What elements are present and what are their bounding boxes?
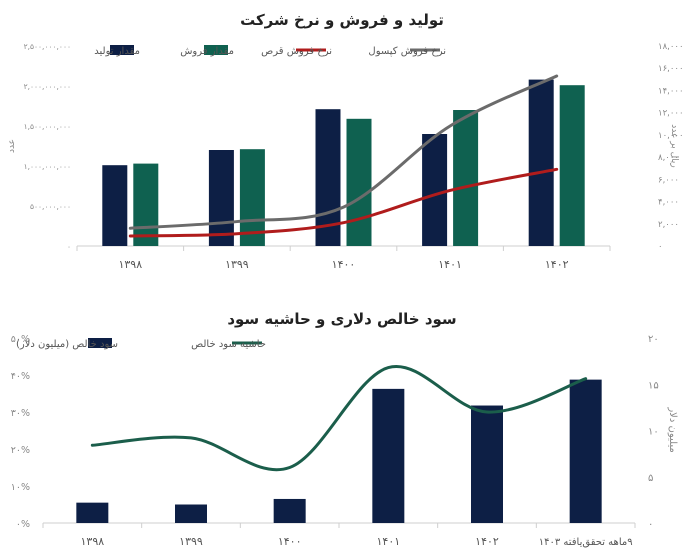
- y-right-tick-label: ۸,۰۰۰: [658, 153, 679, 163]
- x-tick-label: ۱۳۹۹: [225, 258, 249, 271]
- y-right-tick-label: ۴,۰۰۰: [658, 198, 679, 208]
- y-right-tick-label: ۵: [648, 473, 653, 484]
- x-tick-label: ۹ماهه تحقق‌یافته ۱۴۰۳: [539, 537, 633, 548]
- bar-net-profit: [372, 388, 405, 523]
- x-tick-label: ۱۴۰۰: [332, 258, 356, 271]
- y-right-tick-label: ۰: [658, 242, 663, 252]
- y-right-tick-label: ۲,۰۰۰: [658, 220, 679, 230]
- net-profit-margin-chart: سود خالص دلاری و حاشیه سود ۱۳۹۸ ۱۳۹۹ ۱۴۰۰ ۱۴…: [11, 310, 678, 548]
- y-right-tick-label: ۱۸,۰۰۰: [658, 42, 684, 52]
- bar-sales: [559, 85, 585, 246]
- y-left-tick-label: ۳۰%: [11, 408, 30, 419]
- chart-title: تولید و فروش و نرخ شرکت: [240, 11, 444, 29]
- legend-swatch: [88, 338, 112, 348]
- x-tick-label: ۱۳۹۸: [81, 535, 105, 548]
- y-left-tick-label: ۲۰%: [11, 445, 30, 456]
- y-left-tick-label: ۴۰%: [11, 371, 30, 382]
- bar-net-profit: [175, 504, 207, 523]
- bar-sales: [453, 110, 479, 246]
- y-left-tick-label: ۱,۰۰۰,۰۰۰,۰۰۰: [24, 162, 71, 171]
- legend-swatch: [110, 45, 134, 55]
- legend-label: نرخ فروش کپسول: [368, 46, 446, 57]
- production-sales-rate-chart: تولید و فروش و نرخ شرکت ۱۳۹۸ ۱۳۹۹ ۱۴۰۰ ۱۴۰۱ ۱…: [7, 11, 684, 271]
- y-right-axis-title: میلیون دلار: [667, 406, 678, 452]
- bar-net-profit: [273, 498, 306, 523]
- legend-label: سود خالص (میلیون دلار): [16, 339, 118, 350]
- bar-sales: [239, 149, 265, 246]
- y-left-tick-label: ۰: [67, 242, 71, 251]
- y-right-tick-label: ۱۴,۰۰۰: [658, 86, 684, 96]
- bar-net-profit: [569, 379, 602, 523]
- y-left-tick-label: ۵۰%: [11, 334, 30, 345]
- y-right-tick-label: ۰: [648, 519, 653, 530]
- bar-production: [102, 165, 128, 246]
- legend-label: حاشیه سود خالص: [191, 339, 266, 350]
- y-left-tick-label: ۰%: [16, 519, 30, 530]
- x-tick-label: ۱۴۰۲: [475, 535, 499, 548]
- y-left-tick-label: ۱۰%: [11, 482, 30, 493]
- y-left-tick-label: ۲,۰۰۰,۰۰۰,۰۰۰: [24, 82, 71, 91]
- x-tick-label: ۱۴۰۱: [377, 535, 401, 548]
- bar-production: [528, 79, 554, 246]
- y-right-tick-label: ۱۰: [648, 427, 659, 438]
- bar-sales: [346, 118, 372, 246]
- y-left-axis-title: عدد: [7, 139, 17, 153]
- y-left-tick-label: ۵۰۰,۰۰۰,۰۰۰: [30, 202, 71, 211]
- bar-net-profit: [76, 502, 109, 523]
- bar-production: [422, 134, 448, 246]
- legend-label: مقدار تولید: [94, 46, 140, 57]
- y-right-tick-label: ۱۰,۰۰۰: [658, 131, 684, 141]
- x-tick-label: ۱۳۹۹: [179, 535, 203, 548]
- y-left-tick-label: ۱,۵۰۰,۰۰۰,۰۰۰: [24, 122, 71, 131]
- x-tick-label: ۱۴۰۲: [545, 258, 569, 271]
- x-tick-label: ۱۴۰۰: [278, 535, 302, 548]
- bar-production: [208, 150, 234, 246]
- legend-label: نرخ فروش قرص: [261, 46, 332, 57]
- x-tick-label: ۱۴۰۱: [438, 258, 462, 271]
- y-right-tick-label: ۱۶,۰۰۰: [658, 64, 684, 74]
- line-tablet-rate: [128, 167, 559, 238]
- bar-sales: [133, 163, 159, 246]
- legend-label: مقدار فروش: [180, 46, 234, 57]
- line-net-margin: [90, 365, 588, 472]
- chart-title: سود خالص دلاری و حاشیه سود: [227, 310, 456, 328]
- y-left-tick-label: ۲,۵۰۰,۰۰۰,۰۰۰: [24, 42, 71, 51]
- x-tick-label: ۱۳۹۸: [118, 258, 142, 271]
- bar-net-profit: [471, 405, 503, 523]
- y-right-tick-label: ۲۰: [648, 334, 659, 345]
- y-right-axis-title: ریال بر عدد: [669, 124, 679, 167]
- legend-swatch: [204, 45, 228, 55]
- line-capsule-rate: [128, 74, 559, 230]
- y-right-tick-label: ۱۵: [648, 380, 659, 391]
- y-right-tick-label: ۶,۰۰۰: [658, 175, 679, 185]
- y-right-tick-label: ۱۲,۰۰۰: [658, 109, 684, 119]
